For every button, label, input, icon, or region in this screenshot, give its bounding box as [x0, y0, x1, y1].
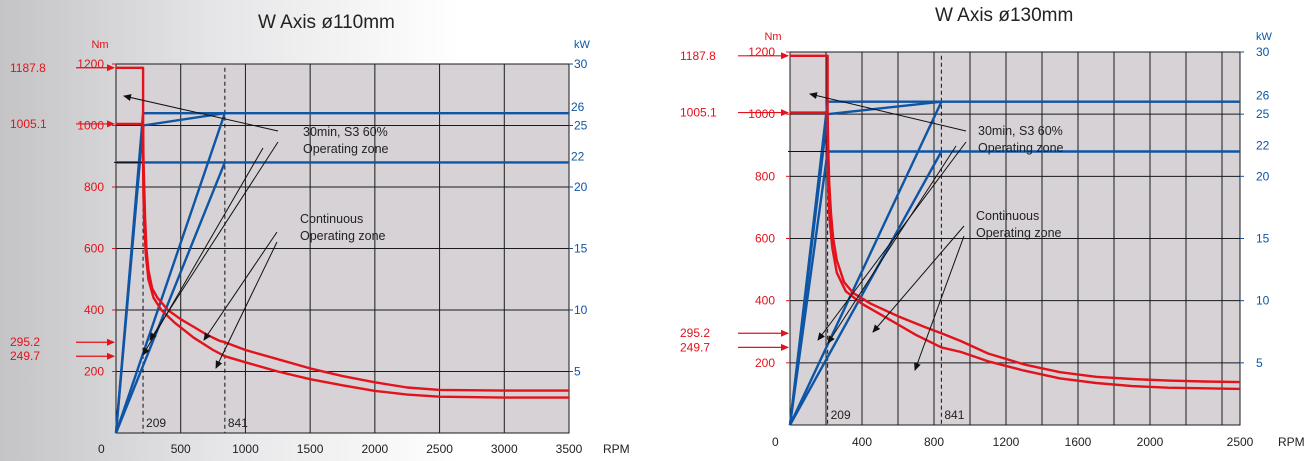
annotation-arrow	[203, 231, 278, 341]
zone-annotation: 30min, S3 60%	[978, 124, 1063, 138]
zone-annotation: Operating zone	[978, 141, 1064, 155]
x-tick-label: 2000	[1137, 435, 1164, 449]
zone-annotation: Continuous	[976, 209, 1039, 223]
y-left-tick-label: 800	[755, 169, 775, 183]
y-right-extra-label: 22	[571, 149, 585, 163]
y-left-tick-label: 400	[755, 294, 775, 308]
torque-series-line	[116, 122, 569, 399]
y-left-tick-label: 200	[755, 356, 775, 370]
chart-panel-110mm: W Axis ø110mm 209 841 200 400 600 800 1000 1200…	[0, 0, 640, 461]
speed-marker-label: 209	[146, 416, 166, 430]
x-tick-label: 2000	[362, 442, 389, 456]
x-tick-label: 1500	[297, 442, 324, 456]
zone-annotation: Operating zone	[300, 229, 386, 243]
annotation-arrow	[123, 94, 279, 132]
torque-marker-label: 1005.1	[680, 106, 717, 120]
x-axis-unit: RPM	[603, 442, 630, 456]
annotation-arrow	[809, 92, 967, 132]
left-axis-unit: Nm	[764, 31, 781, 43]
y-left-tick-label: 600	[84, 242, 104, 256]
torque-marker-label: 249.7	[10, 349, 40, 363]
y-right-tick-label: 15	[1256, 232, 1270, 246]
speed-marker-label: 841	[944, 408, 964, 422]
y-right-tick-label: 25	[1256, 107, 1270, 121]
x-tick-label: 1000	[232, 442, 259, 456]
y-right-tick-label: 30	[574, 57, 588, 71]
x-tick-label: 800	[924, 435, 944, 449]
chart-panel-130mm: W Axis ø130mm 209 841 200 400 600 800 1000 1200…	[660, 0, 1306, 461]
y-right-tick-label: 15	[574, 242, 588, 256]
power-series-line	[788, 101, 943, 426]
annotation-arrow	[872, 225, 965, 333]
zone-annotation: Continuous	[300, 212, 363, 226]
speed-marker-label: 209	[831, 408, 851, 422]
chart-130mm: 209 841 200 400 600 800 1000 1200 5 10 15 20 25 30 22 2…	[680, 31, 1305, 449]
torque-marker-label: 1005.1	[10, 117, 47, 131]
y-left-tick-label: 1200	[77, 57, 104, 71]
y-right-tick-label: 5	[1256, 356, 1263, 370]
y-right-tick-label: 25	[574, 119, 588, 133]
power-series-line	[788, 151, 829, 426]
annotation-arrow	[827, 145, 957, 344]
x-tick-label: 3500	[556, 442, 583, 456]
y-left-tick-label: 1000	[77, 119, 104, 133]
annotation-arrow	[142, 147, 264, 356]
y-right-extra-label: 26	[571, 100, 585, 114]
torque-marker-label: 1187.8	[680, 49, 716, 63]
annotation-arrow	[914, 235, 965, 371]
y-right-tick-label: 10	[574, 303, 588, 317]
right-axis-unit: kW	[1256, 31, 1273, 43]
x-tick-label: 2500	[1227, 435, 1254, 449]
annotation-arrow	[817, 141, 967, 341]
y-right-extra-label: 22	[1256, 138, 1270, 152]
x-axis-unit: RPM	[1278, 435, 1305, 449]
power-series-line	[114, 112, 226, 434]
chart-110mm: 209 841 200 400 600 800 1000 1200 5 10 15 20 25 30 22 2…	[10, 39, 630, 456]
speed-marker-label: 841	[228, 416, 248, 430]
y-left-tick-label: 800	[84, 180, 104, 194]
x-tick-label: 400	[852, 435, 872, 449]
torque-marker-label: 1187.8	[10, 61, 46, 75]
zone-annotation: Operating zone	[976, 226, 1062, 240]
chart-title: W Axis ø130mm	[935, 5, 1074, 26]
torque-marker-label: 249.7	[680, 340, 710, 354]
chart-title: W Axis ø110mm	[258, 12, 395, 33]
y-left-tick-label: 200	[84, 365, 104, 379]
y-right-tick-label: 30	[1256, 45, 1270, 59]
right-axis-unit: kW	[574, 39, 591, 51]
x-tick-label: 3000	[491, 442, 518, 456]
y-left-tick-label: 400	[84, 303, 104, 317]
x-tick-label: 1200	[993, 435, 1020, 449]
torque-series-line	[790, 111, 1241, 391]
x-tick-label: 1600	[1065, 435, 1092, 449]
torque-marker-label: 295.2	[680, 326, 710, 340]
y-left-tick-label: 1200	[748, 45, 775, 59]
y-right-extra-label: 26	[1256, 89, 1270, 103]
torque-marker-label: 295.2	[10, 335, 40, 349]
y-right-tick-label: 20	[1256, 169, 1270, 183]
annotation-arrow	[215, 241, 278, 369]
x-tick-label: 2500	[426, 442, 453, 456]
x-tick-label: 500	[171, 442, 191, 456]
y-right-tick-label: 5	[574, 365, 581, 379]
y-left-tick-label: 600	[755, 232, 775, 246]
power-series-line	[114, 161, 226, 434]
x-tick-label: 0	[772, 435, 779, 449]
zone-annotation: Operating zone	[303, 142, 389, 156]
power-series-line	[788, 150, 943, 426]
y-left-tick-label: 1000	[748, 107, 775, 121]
left-axis-unit: Nm	[91, 39, 108, 51]
y-right-tick-label: 10	[1256, 294, 1270, 308]
zone-annotation: 30min, S3 60%	[303, 125, 388, 139]
y-right-tick-label: 20	[574, 180, 588, 194]
x-tick-label: 0	[98, 442, 105, 456]
